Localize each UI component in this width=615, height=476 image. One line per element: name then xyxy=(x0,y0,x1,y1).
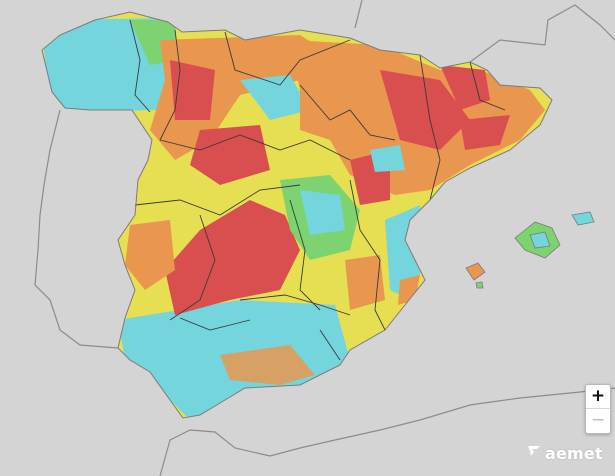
zone-castilla-la-mancha xyxy=(165,200,300,315)
aemet-logo-text: aemet xyxy=(545,443,603,463)
africa-coast xyxy=(159,387,615,476)
zoom-control: + − xyxy=(585,384,611,434)
spain-coastline xyxy=(41,11,553,419)
island-ibiza xyxy=(465,262,486,281)
france-border xyxy=(354,0,615,63)
balearic-islands xyxy=(465,211,595,289)
zoom-divider xyxy=(586,408,610,409)
island-menorca xyxy=(571,211,595,226)
basemap xyxy=(34,0,615,476)
zoom-out-button[interactable]: − xyxy=(590,410,606,430)
portugal-border xyxy=(34,109,119,349)
aemet-logo: aemet xyxy=(526,442,603,464)
province-boundaries xyxy=(129,19,506,361)
zoom-in-button[interactable]: + xyxy=(590,386,606,406)
aemet-logo-icon xyxy=(526,443,542,464)
